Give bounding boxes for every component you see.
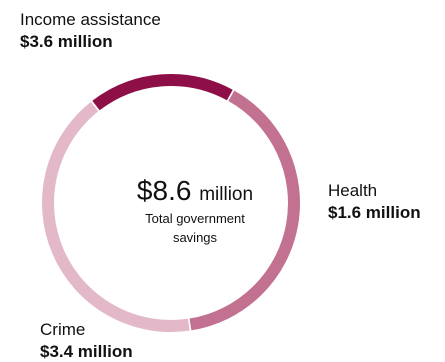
slice-crime	[189, 90, 300, 331]
crime-label: Crime $3.4 million	[40, 320, 133, 361]
total-unit: million	[199, 184, 254, 205]
slice-income-assistance	[42, 101, 190, 332]
health-value: $1.6 million	[328, 202, 421, 222]
income-assistance-name: Income assistance	[20, 10, 161, 29]
health-name: Health	[328, 181, 378, 200]
crime-name: Crime	[40, 320, 86, 339]
total-caption: Total government savings	[145, 210, 245, 246]
health-label: Health $1.6 million	[328, 181, 421, 222]
donut-center: $8.6 million Total government savings	[95, 175, 295, 248]
total-savings: $8.6 million	[95, 175, 295, 207]
crime-value: $3.4 million	[40, 341, 133, 361]
income-assistance-label: Income assistance $3.6 million	[20, 10, 161, 51]
total-value: $8.6	[136, 175, 192, 206]
slice-health	[92, 74, 233, 111]
income-assistance-value: $3.6 million	[20, 31, 113, 51]
